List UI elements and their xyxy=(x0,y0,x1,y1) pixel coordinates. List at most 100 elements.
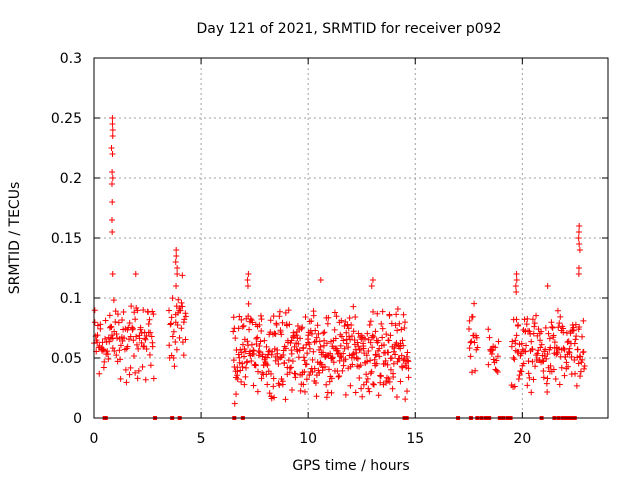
data-point xyxy=(166,307,173,314)
y-tick-label: 0.05 xyxy=(51,351,82,367)
data-point xyxy=(114,334,121,341)
data-point xyxy=(552,376,559,383)
data-point xyxy=(327,350,334,357)
data-point xyxy=(178,299,185,306)
data-point xyxy=(182,313,189,320)
data-point xyxy=(349,351,356,358)
data-point xyxy=(97,321,104,328)
data-point xyxy=(369,277,376,283)
data-point xyxy=(295,340,302,347)
data-point xyxy=(282,345,289,352)
data-point xyxy=(550,366,557,373)
data-point xyxy=(538,328,545,335)
data-point xyxy=(560,345,567,352)
data-point xyxy=(348,322,355,329)
data-point xyxy=(398,326,405,333)
data-point xyxy=(136,335,143,342)
data-point xyxy=(230,314,237,321)
data-point xyxy=(240,353,247,360)
data-point xyxy=(143,346,150,353)
data-point xyxy=(109,229,116,235)
x-axis-ticks: 0 5 10 15 20 xyxy=(90,58,531,447)
data-point xyxy=(363,379,370,386)
data-point xyxy=(313,334,320,341)
data-point xyxy=(515,321,522,328)
data-point xyxy=(287,340,294,347)
data-point xyxy=(372,328,379,335)
data-point xyxy=(366,388,373,395)
data-point xyxy=(471,339,478,346)
data-point xyxy=(172,338,179,345)
x-axis-label: GPS time / hours xyxy=(292,458,409,474)
data-point xyxy=(269,348,276,355)
data-point xyxy=(257,312,264,319)
data-point xyxy=(544,283,551,289)
data-point xyxy=(292,370,299,377)
data-point xyxy=(255,352,262,359)
data-point xyxy=(577,373,584,380)
data-point xyxy=(341,345,348,352)
data-point xyxy=(547,344,554,351)
data-point xyxy=(322,363,329,370)
data-point xyxy=(364,330,371,337)
data-point xyxy=(337,353,344,360)
data-point xyxy=(529,346,536,353)
data-point xyxy=(244,338,251,345)
data-point xyxy=(531,323,538,330)
data-point xyxy=(257,338,264,345)
data-point xyxy=(109,133,116,139)
data-point xyxy=(389,385,396,392)
data-point xyxy=(540,374,547,381)
data-point xyxy=(342,391,349,398)
data-point xyxy=(570,327,577,334)
data-point xyxy=(577,353,584,360)
data-point xyxy=(324,320,331,327)
data-point xyxy=(277,354,284,361)
data-point xyxy=(404,357,411,364)
data-point xyxy=(254,334,261,341)
data-point xyxy=(513,277,520,283)
data-point xyxy=(387,366,394,373)
data-point xyxy=(117,356,124,363)
data-point xyxy=(145,320,152,327)
data-point xyxy=(360,381,367,388)
data-point xyxy=(549,324,556,331)
data-point xyxy=(137,324,144,331)
data-point xyxy=(377,373,384,380)
data-point xyxy=(466,317,473,324)
data-point xyxy=(274,350,281,357)
data-point xyxy=(336,373,343,380)
data-point xyxy=(282,309,289,316)
data-point xyxy=(123,379,130,386)
data-point xyxy=(243,364,250,371)
data-point xyxy=(517,368,524,375)
data-point xyxy=(146,351,153,358)
data-point xyxy=(300,345,307,352)
data-point xyxy=(328,375,335,382)
data-point xyxy=(404,349,411,356)
data-point xyxy=(532,363,539,370)
data-point xyxy=(525,327,532,334)
data-point xyxy=(340,350,347,357)
data-point xyxy=(494,368,501,375)
data-point xyxy=(580,348,587,355)
data-point xyxy=(261,337,268,344)
data-point xyxy=(334,368,341,375)
data-point xyxy=(180,352,187,359)
data-point xyxy=(575,235,582,241)
data-point xyxy=(170,354,177,361)
data-point xyxy=(117,342,124,349)
data-point xyxy=(315,330,322,337)
data-point xyxy=(388,355,395,362)
data-point xyxy=(122,366,129,373)
data-point xyxy=(104,348,111,355)
data-point xyxy=(469,313,476,320)
data-point xyxy=(329,355,336,362)
data-point xyxy=(370,380,377,387)
data-point xyxy=(273,321,280,328)
data-point xyxy=(267,317,274,324)
data-point xyxy=(405,358,412,365)
data-point xyxy=(556,320,563,327)
data-point xyxy=(108,324,115,331)
data-point xyxy=(364,375,371,382)
